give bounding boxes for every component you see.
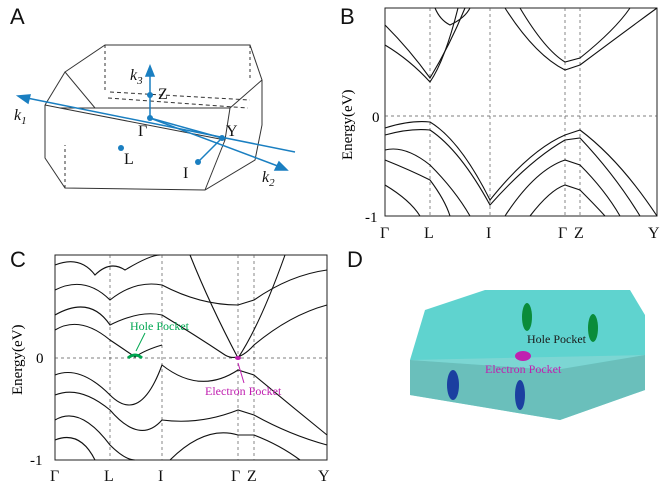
point-l <box>118 145 124 151</box>
electron-pocket-arrow <box>237 362 245 384</box>
ytick-b-0: 0 <box>372 110 380 126</box>
xtick-b-i: I <box>486 225 491 242</box>
xtick-c-l: L <box>104 468 114 485</box>
label-k1: k1 <box>14 107 27 127</box>
ytick-c-0: 0 <box>36 351 44 367</box>
electron-pocket-label-d: Electron Pocket <box>485 362 562 376</box>
point-y <box>219 135 225 141</box>
panel-d-letter: D <box>347 247 363 272</box>
xtick-b-y: Y <box>648 225 660 242</box>
fermi-surface-3d: Hole Pocket Electron Pocket <box>410 290 645 420</box>
label-z: Z <box>158 86 168 103</box>
xtick-b-gamma1: Γ <box>380 225 389 242</box>
hole-pocket-ellipsoid-1 <box>522 303 532 331</box>
hole-pocket-ellipsoid-4 <box>515 380 525 410</box>
hole-pocket-label-c: Hole Pocket <box>130 319 190 333</box>
electron-pocket-ellipsoid <box>515 351 531 361</box>
hole-pocket-ellipsoid-2 <box>588 314 598 342</box>
label-gamma: Γ <box>138 123 147 140</box>
label-l: L <box>124 151 134 168</box>
ylabel-b: Energy(eV) <box>340 89 356 160</box>
ytick-b-neg1: -1 <box>365 210 378 226</box>
label-y: Y <box>226 123 238 140</box>
label-k3: k3 <box>130 67 143 87</box>
hole-pocket-arrow <box>135 332 146 352</box>
label-k2: k2 <box>262 169 275 189</box>
point-gamma <box>147 115 153 121</box>
panel-a: A <box>0 0 320 240</box>
panel-b-letter: B <box>340 4 355 29</box>
point-i <box>195 159 201 165</box>
xtick-b-z: Z <box>574 225 584 242</box>
band-structure-b: Energy(eV) 0 -1 Γ L I Γ Z <box>340 7 660 242</box>
xtick-b-l: L <box>424 225 434 242</box>
label-i: I <box>183 165 188 182</box>
hole-pocket-label-d: Hole Pocket <box>527 332 587 346</box>
panel-c-letter: C <box>10 247 26 272</box>
ylabel-c: Energy(eV) <box>10 324 26 395</box>
point-z <box>147 92 153 98</box>
panel-d: D Hole Pocket Electron Pocket <box>335 245 667 487</box>
xtick-c-gamma2: Γ <box>231 468 240 485</box>
brillouin-zone-diagram: k1 k2 k3 Z Γ Y L I <box>14 44 296 191</box>
panel-a-letter: A <box>10 4 25 29</box>
k3-arrowhead <box>144 63 156 77</box>
xtick-c-y: Y <box>318 468 330 485</box>
panel-c: C Energy(eV) 0 -1 Hole Pocket Elec <box>0 245 335 487</box>
xtick-c-i: I <box>158 468 163 485</box>
xtick-c-gamma1: Γ <box>50 468 59 485</box>
panel-b: B Energy(eV) 0 -1 Γ L I Γ <box>330 0 667 245</box>
band-structure-c: Energy(eV) 0 -1 Hole Pocket Electron Poc… <box>10 254 330 485</box>
ytick-c-neg1: -1 <box>30 453 43 469</box>
k1-arrowhead <box>15 94 31 105</box>
hole-pocket-ellipsoid-3 <box>447 370 459 400</box>
electron-pocket-mark <box>235 356 241 360</box>
xtick-b-gamma2: Γ <box>558 225 567 242</box>
k1-axis <box>21 96 296 153</box>
k2-arrowhead <box>273 160 289 171</box>
xtick-c-z: Z <box>247 468 257 485</box>
hole-pocket-mark <box>127 353 143 360</box>
electron-pocket-label-c: Electron Pocket <box>205 384 282 398</box>
